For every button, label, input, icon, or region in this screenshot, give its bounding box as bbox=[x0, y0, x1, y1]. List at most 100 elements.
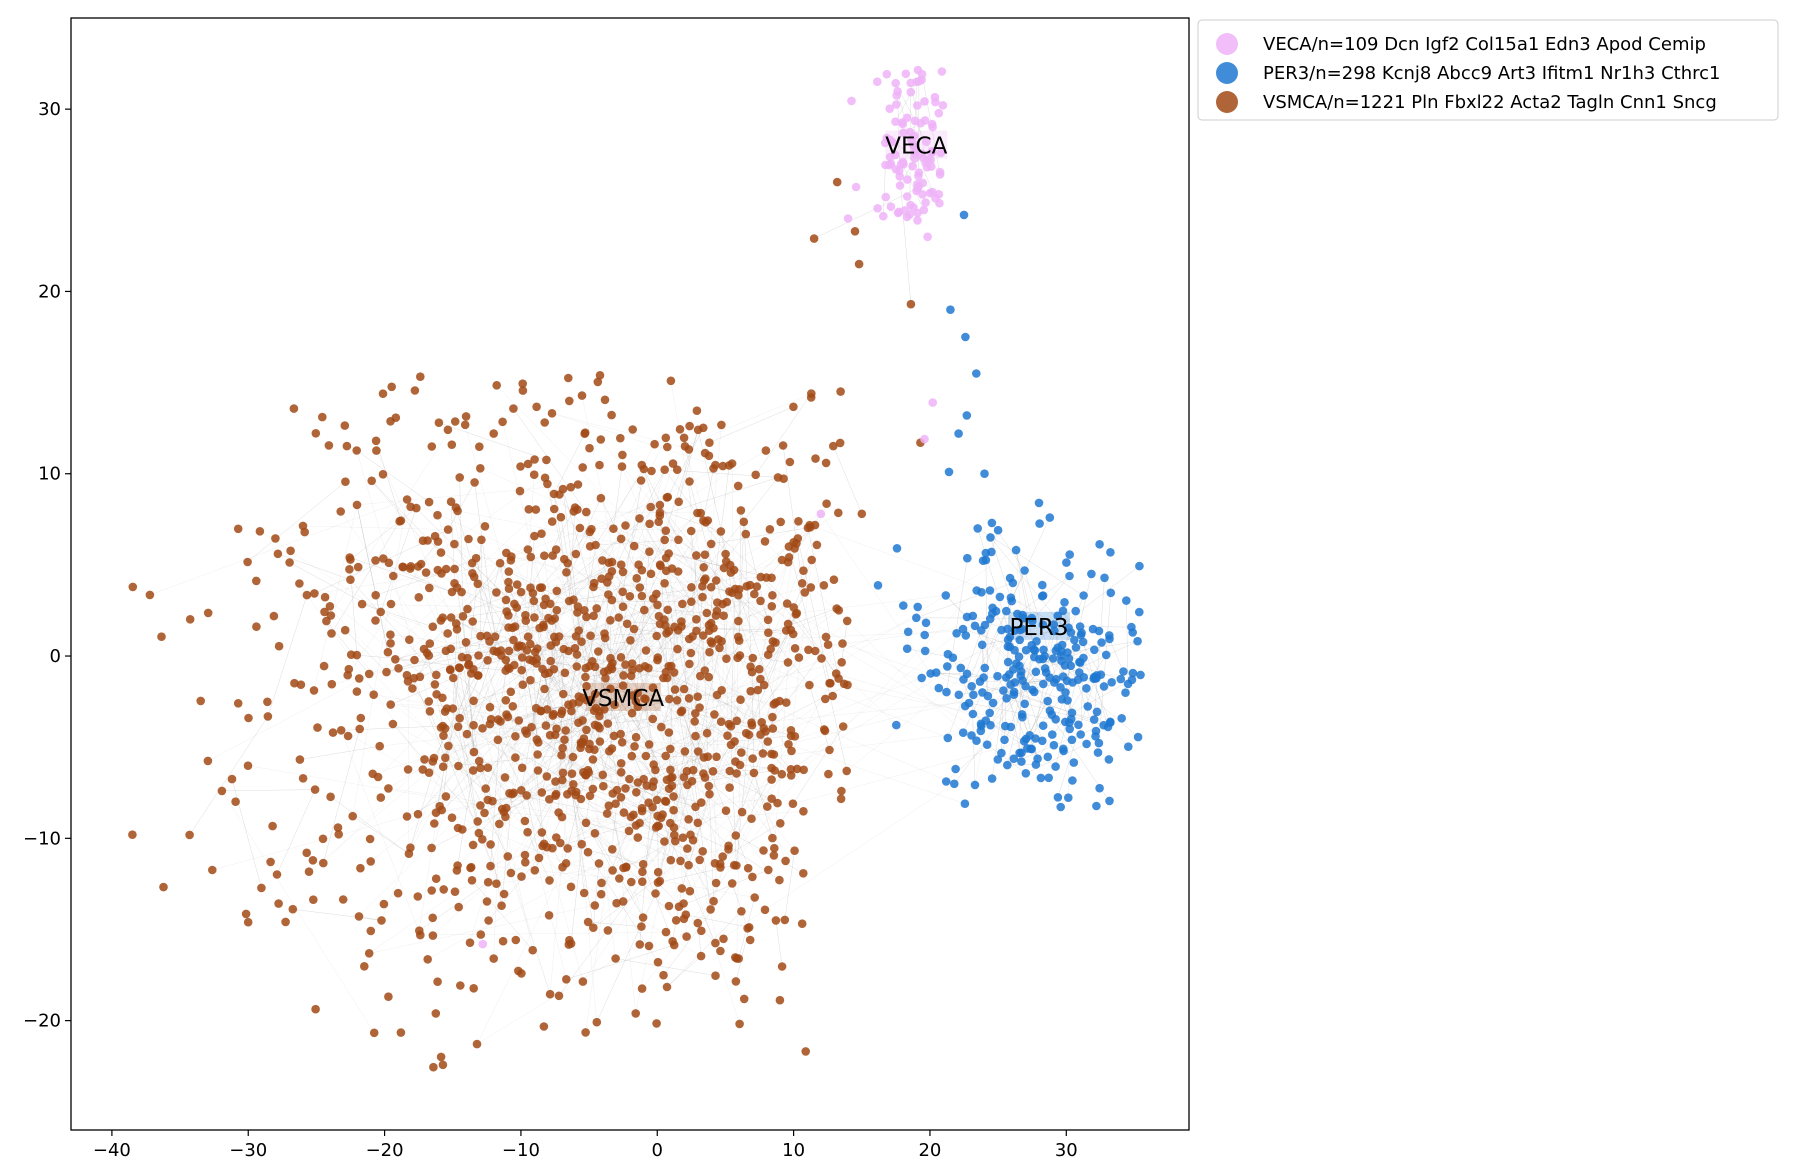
point-vsmca bbox=[606, 653, 615, 663]
point-per3 bbox=[980, 469, 989, 479]
point-vsmca bbox=[485, 637, 494, 646]
point-veca bbox=[914, 77, 924, 86]
point-vsmca bbox=[356, 863, 365, 873]
point-vsmca bbox=[621, 660, 630, 669]
point-vsmca bbox=[627, 751, 637, 761]
point-per3 bbox=[1017, 757, 1026, 766]
point-per3 bbox=[1076, 658, 1085, 667]
point-vsmca bbox=[486, 840, 495, 849]
point-per3 bbox=[980, 663, 990, 673]
point-vsmca bbox=[269, 611, 279, 621]
point-vsmca bbox=[565, 935, 574, 945]
point-vsmca bbox=[838, 722, 848, 731]
point-per3 bbox=[892, 544, 902, 553]
point-vsmca bbox=[628, 425, 637, 434]
point-vsmca bbox=[424, 497, 434, 507]
y-tick-label: 10 bbox=[38, 464, 61, 485]
point-per3 bbox=[993, 755, 1003, 764]
point-per3 bbox=[1064, 654, 1074, 663]
point-vsmca bbox=[454, 902, 464, 912]
point-per3 bbox=[1106, 548, 1115, 557]
point-vsmca bbox=[441, 753, 450, 763]
point-vsmca bbox=[618, 587, 627, 597]
point-vsmca bbox=[377, 916, 386, 925]
point-vsmca bbox=[497, 651, 506, 660]
point-vsmca bbox=[241, 909, 251, 919]
point-vsmca bbox=[203, 608, 213, 618]
point-vsmca bbox=[657, 722, 666, 732]
point-vsmca bbox=[787, 746, 796, 756]
point-vsmca bbox=[819, 581, 829, 590]
point-vsmca bbox=[384, 558, 394, 568]
point-vsmca bbox=[449, 673, 458, 683]
point-vsmca bbox=[452, 866, 462, 875]
point-per3 bbox=[1006, 680, 1015, 689]
point-per3 bbox=[1039, 645, 1048, 655]
point-vsmca bbox=[467, 876, 477, 885]
point-vsmca bbox=[443, 629, 453, 638]
point-per3 bbox=[1049, 740, 1059, 750]
point-per3 bbox=[942, 687, 951, 697]
point-vsmca bbox=[352, 500, 362, 510]
point-vsmca bbox=[652, 1019, 661, 1028]
point-vsmca bbox=[616, 560, 626, 569]
point-vsmca bbox=[537, 529, 546, 538]
point-vsmca bbox=[450, 539, 459, 549]
point-vsmca bbox=[438, 762, 448, 771]
point-vsmca bbox=[616, 534, 626, 544]
point-vsmca bbox=[544, 911, 554, 920]
point-vsmca bbox=[764, 865, 773, 875]
point-vsmca bbox=[810, 646, 820, 656]
point-vsmca bbox=[478, 835, 487, 844]
point-vsmca bbox=[741, 529, 751, 539]
point-vsmca bbox=[692, 615, 701, 624]
point-vsmca bbox=[551, 789, 561, 799]
point-veca bbox=[909, 141, 918, 151]
point-per3 bbox=[1045, 706, 1055, 715]
point-vsmca bbox=[646, 569, 656, 579]
point-vsmca bbox=[564, 700, 573, 709]
point-vsmca bbox=[388, 719, 398, 729]
point-vsmca bbox=[413, 809, 423, 819]
point-per3 bbox=[873, 581, 883, 590]
point-vsmca bbox=[518, 680, 528, 689]
point-vsmca bbox=[600, 395, 610, 405]
point-veca bbox=[921, 158, 931, 167]
point-per3 bbox=[1021, 769, 1031, 778]
point-vsmca bbox=[690, 717, 699, 726]
point-per3 bbox=[1053, 793, 1063, 802]
point-per3 bbox=[1082, 739, 1091, 749]
point-vsmca bbox=[691, 709, 700, 718]
point-vsmca bbox=[776, 819, 785, 828]
point-vsmca bbox=[660, 535, 669, 545]
point-vsmca bbox=[582, 612, 591, 622]
point-vsmca bbox=[716, 717, 726, 726]
point-vsmca bbox=[857, 509, 867, 519]
point-vsmca bbox=[654, 517, 663, 527]
point-vsmca bbox=[586, 631, 595, 640]
point-vsmca bbox=[610, 700, 619, 709]
point-vsmca bbox=[761, 446, 771, 455]
point-vsmca bbox=[696, 951, 706, 961]
point-vsmca bbox=[413, 562, 423, 571]
point-per3 bbox=[1065, 724, 1074, 734]
point-per3 bbox=[1097, 638, 1106, 647]
point-vsmca bbox=[743, 924, 752, 933]
point-per3 bbox=[1065, 571, 1074, 581]
point-vsmca bbox=[450, 887, 460, 896]
point-vsmca bbox=[670, 830, 679, 840]
point-vsmca bbox=[534, 853, 544, 863]
point-vsmca bbox=[580, 428, 590, 438]
point-vsmca bbox=[641, 646, 651, 655]
point-vsmca bbox=[549, 664, 559, 674]
point-per3 bbox=[1059, 744, 1068, 754]
point-vsmca bbox=[540, 684, 549, 694]
point-vsmca bbox=[424, 768, 434, 777]
point-vsmca bbox=[376, 793, 386, 802]
point-vsmca bbox=[441, 564, 451, 574]
point-vsmca bbox=[658, 810, 667, 819]
point-vsmca bbox=[692, 626, 701, 636]
point-vsmca bbox=[450, 564, 459, 574]
point-vsmca bbox=[715, 859, 725, 869]
point-vsmca bbox=[735, 760, 745, 770]
